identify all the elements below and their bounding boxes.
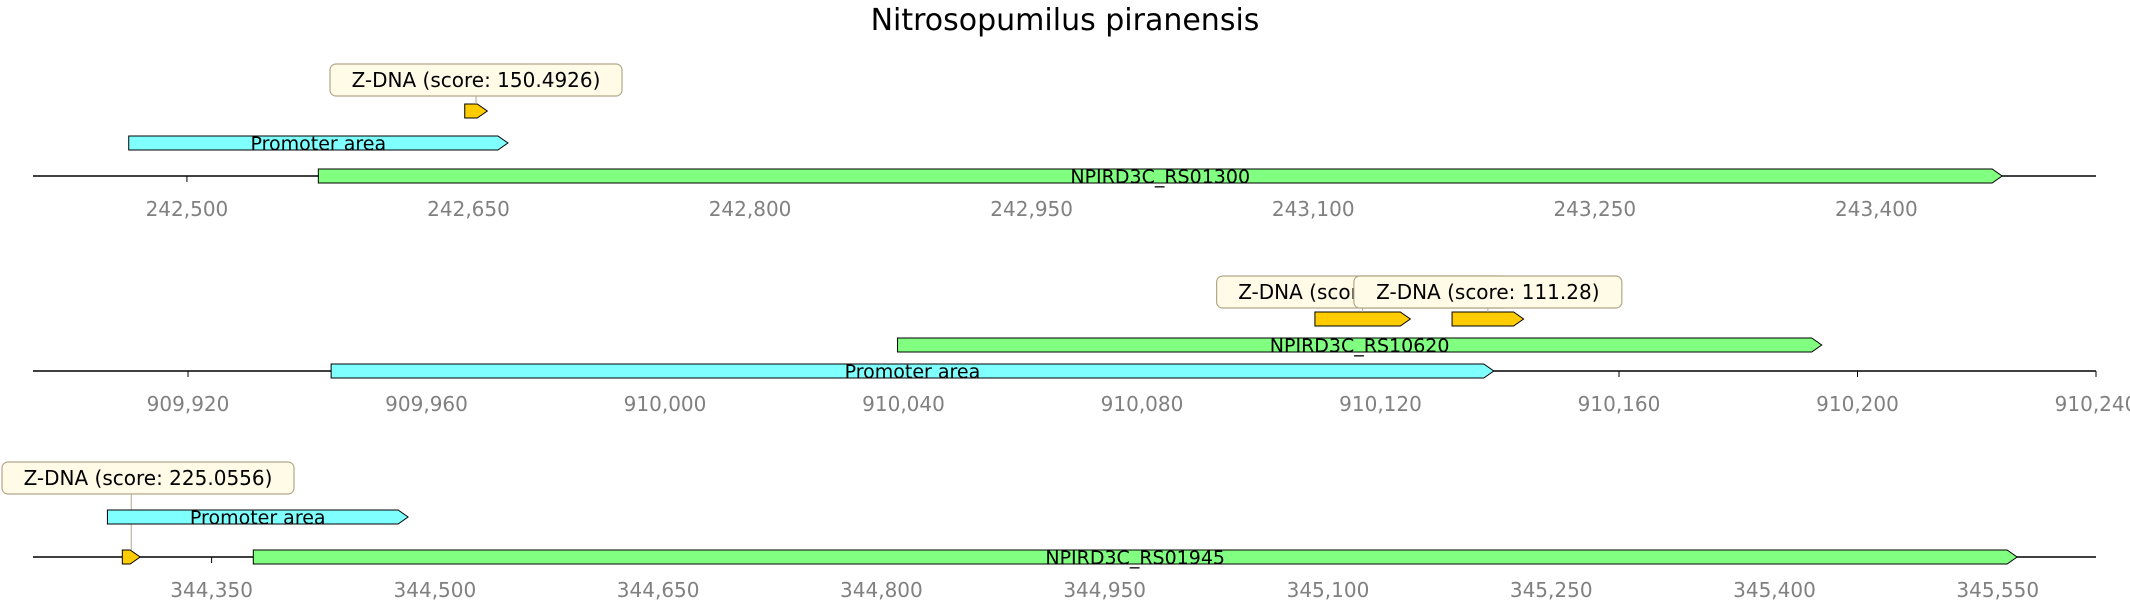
tick-label: 910,080: [1101, 392, 1184, 416]
tick-label: 910,240: [2055, 392, 2130, 416]
gene-feature-arrow: [317, 168, 2004, 184]
tick-label: 344,950: [1063, 578, 1146, 602]
tick-label: 910,000: [624, 392, 707, 416]
tick-label: 344,650: [617, 578, 700, 602]
tick-label: 345,550: [1956, 578, 2039, 602]
annotation-label: Z-DNA (score: 111.28): [1376, 280, 1599, 304]
gene-feature-label: NPIRD3C_RS01945: [1045, 547, 1225, 569]
promoter-feature-label: Promoter area: [845, 361, 981, 383]
tick-labels-3: 344,350 344,500 344,650 344,800 344,950 345,1…: [170, 557, 2039, 602]
panel-1: 242,500 242,650 242,800 242,950 243,100 243,2…: [33, 63, 2096, 221]
gene-feature-label: NPIRD3C_RS01300: [1070, 166, 1250, 188]
promoter-feature-label: Promoter area: [251, 133, 387, 155]
figure-title: Nitrosopumilus piranensis: [871, 3, 1260, 38]
tick-label: 243,250: [1553, 197, 1636, 221]
annotation-box: [1, 461, 295, 495]
tick-label: 242,950: [990, 197, 1073, 221]
tick-label: 242,800: [709, 197, 792, 221]
annotation-label: Z-DNA (score: 150.4926): [352, 68, 601, 92]
tick-label: 242,500: [146, 197, 229, 221]
tick-label: 909,960: [385, 392, 468, 416]
tick-label: 344,800: [840, 578, 923, 602]
zdna-feature-arrow: [121, 549, 142, 565]
panel-3: 344,350 344,500 344,650 344,800 344,950 345,1…: [1, 461, 2096, 602]
annotation-box: [329, 63, 623, 97]
gene-feature-arrow: [897, 337, 1823, 353]
tick-label: 910,040: [862, 392, 945, 416]
features-1: Z-DNA (score: 150.4926) Promoter area NPIR…: [128, 63, 2004, 188]
zdna-feature-arrow: [1451, 311, 1525, 327]
gene-feature-arrow: [252, 549, 2018, 565]
annotation-box: [1353, 275, 1623, 309]
tick-labels-2: 909,920 909,960 910,000 910,040 910,080 910,1…: [147, 371, 2130, 416]
tick-label: 345,250: [1510, 578, 1593, 602]
tick-label: 344,500: [394, 578, 477, 602]
tick-label: 345,100: [1287, 578, 1370, 602]
tick-label: 345,400: [1733, 578, 1816, 602]
tick-label: 243,100: [1272, 197, 1355, 221]
panel-2: 909,920 909,960 910,000 910,040 910,080 910,1…: [33, 275, 2130, 416]
tick-label: 910,160: [1578, 392, 1661, 416]
annotation-label: Z-DNA (score: 225.0556): [24, 466, 273, 490]
tick-labels-1: 242,500 242,650 242,800 242,950 243,100 243,2…: [146, 176, 1918, 221]
promoter-feature-arrow: [106, 509, 409, 525]
features-3: Z-DNA (score: 225.0556) Promoter area NPIR…: [1, 461, 2018, 569]
tick-label: 909,920: [147, 392, 230, 416]
promoter-feature-arrow: [330, 363, 1495, 379]
features-2: Z-DNA (score: 1273.964)Z-DNA (score: 111…: [330, 275, 1823, 383]
tick-label: 910,200: [1816, 392, 1899, 416]
promoter-feature-label: Promoter area: [190, 507, 326, 529]
zdna-feature-arrow: [464, 103, 489, 119]
tick-label: 910,120: [1339, 392, 1422, 416]
tick-label: 242,650: [427, 197, 510, 221]
tick-label: 243,400: [1835, 197, 1918, 221]
tick-label: 344,350: [170, 578, 253, 602]
zdna-feature-arrow: [1314, 311, 1412, 327]
gene-feature-label: NPIRD3C_RS10620: [1270, 335, 1450, 357]
promoter-feature-arrow: [128, 135, 509, 151]
